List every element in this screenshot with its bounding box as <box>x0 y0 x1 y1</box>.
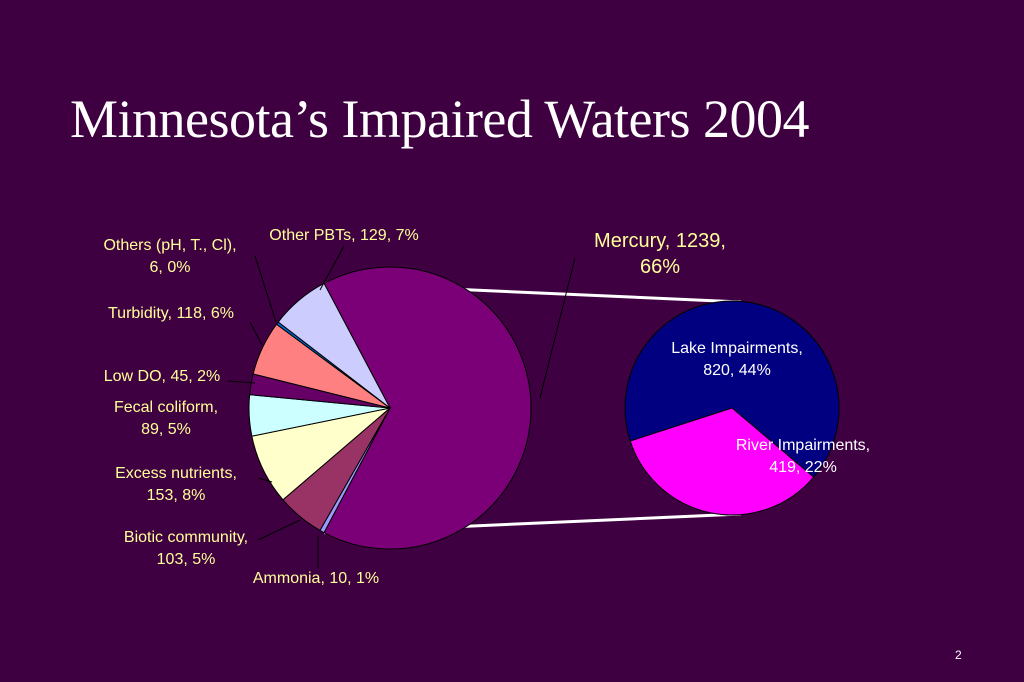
leader-line-low-do <box>227 380 256 384</box>
sub-slice-label-river-impairments: River Impairments, 419, 22% <box>736 437 870 476</box>
sub-pie-slice-river-impairments <box>629 407 815 516</box>
slice-label-ammonia: Ammonia, 10, 1% <box>253 570 379 587</box>
main-pie <box>248 266 532 550</box>
slice-label-biotic-community: Biotic community, 103, 5% <box>124 529 248 568</box>
slice-label-turbidity: Turbidity, 118, 6% <box>108 305 234 322</box>
pie-slice-mercury <box>323 266 532 550</box>
slice-label-others-ph-t-cl: Others (pH, T., Cl), 6, 0% <box>103 237 236 276</box>
slice-label-mercury: Mercury, 1239, 66% <box>594 230 726 278</box>
sub-pie-slice-lake-impairments <box>624 300 840 478</box>
slice-label-excess-nutrients: Excess nutrients, 153, 8% <box>115 465 237 504</box>
slice-label-other-pbts: Other PBTs, 129, 7% <box>269 227 418 244</box>
leader-line-turbidity <box>249 321 263 346</box>
leader-lines <box>227 245 576 568</box>
slice-labels: Mercury, 1239, 66% Ammonia, 10, 1% Biotic c… <box>103 227 870 587</box>
leader-line-mercury <box>539 257 576 399</box>
slice-label-fecal-coliform: Fecal coliform, 89, 5% <box>114 399 218 438</box>
leader-line-other-pbts <box>319 245 345 291</box>
leader-line-biotic-community <box>257 519 301 541</box>
leader-line-others-ph-t-cl <box>254 255 277 323</box>
sub-slice-label-lake-impairments: Lake Impairments, 820, 44% <box>671 340 803 379</box>
sub-pie <box>624 300 840 516</box>
page-number: 2 <box>955 648 962 662</box>
leader-line-excess-nutrients <box>257 477 273 483</box>
slide-title: Minnesota’s Impaired Waters 2004 <box>70 89 810 149</box>
slice-label-low-do: Low DO, 45, 2% <box>104 368 221 385</box>
